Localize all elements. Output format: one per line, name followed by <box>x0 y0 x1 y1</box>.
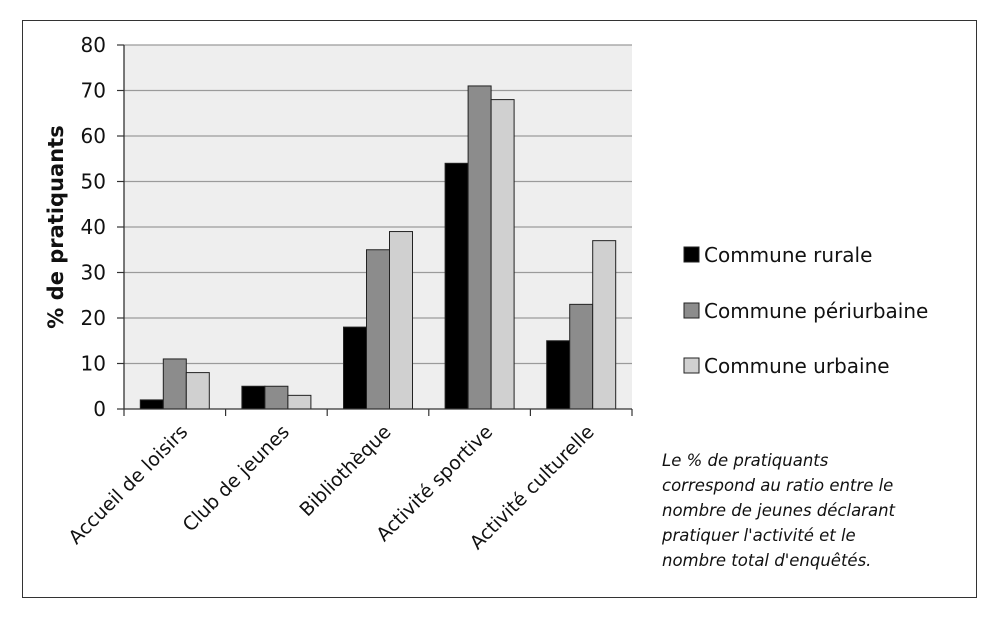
bar <box>467 85 492 410</box>
y-axis-ticks: 0 10 20 30 40 50 60 70 80 <box>81 33 124 421</box>
bar <box>139 399 164 410</box>
chart-annotation: Le % de pratiquants correspond au ratio … <box>662 451 896 570</box>
x-tick-label: Club de jeunes <box>179 421 294 536</box>
bar <box>546 340 571 410</box>
bars <box>139 85 617 410</box>
bar <box>569 303 594 410</box>
y-tick-label: 50 <box>81 170 106 194</box>
bar <box>287 394 312 410</box>
bar <box>389 231 413 410</box>
bar <box>343 326 367 410</box>
legend-swatch <box>683 357 700 374</box>
y-tick-label: 80 <box>81 33 106 57</box>
bar <box>185 372 210 410</box>
y-tick-label: 10 <box>81 352 106 376</box>
legend-label: Commune périurbaine <box>704 299 928 323</box>
y-tick-label: 30 <box>81 261 106 285</box>
y-tick-label: 70 <box>81 79 106 103</box>
legend-label: Commune rurale <box>704 243 872 267</box>
y-tick-label: 20 <box>81 306 106 330</box>
bar <box>264 385 289 410</box>
y-axis-label: % de pratiquants <box>44 125 68 328</box>
bar <box>162 358 187 410</box>
bar <box>444 162 469 410</box>
y-tick-label: 40 <box>81 215 106 239</box>
bar <box>490 99 515 410</box>
x-tick-label: Accueil de loisirs <box>65 421 193 549</box>
legend-swatch <box>683 302 700 319</box>
bar <box>366 249 390 410</box>
y-tick-label: 60 <box>81 124 106 148</box>
legend-swatch <box>683 246 700 263</box>
bar <box>241 385 266 410</box>
x-tick-label: Bibliothèque <box>295 421 395 521</box>
bar <box>592 240 617 410</box>
legend-label: Commune urbaine <box>704 354 890 378</box>
legend: Commune rurale Commune périurbaine Commune… <box>683 243 928 378</box>
y-tick-label: 0 <box>93 397 106 421</box>
axes <box>123 45 633 416</box>
